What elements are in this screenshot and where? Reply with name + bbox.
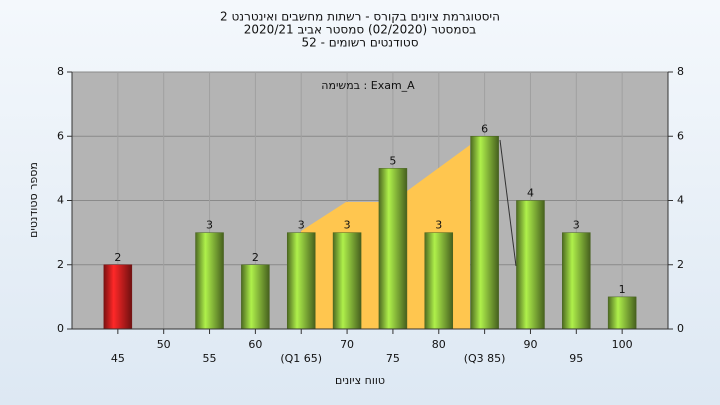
- annotation: במשימה : Exam_A: [321, 79, 415, 92]
- bar: [241, 264, 270, 330]
- chart-subtitle: בסמסטר (02/2020) סמסטר אביב 2020/21: [244, 23, 476, 37]
- value-label: 3: [573, 219, 580, 232]
- y-tick-label: 2: [57, 258, 64, 271]
- y-tick-label: 4: [57, 194, 64, 207]
- value-label: 5: [389, 154, 396, 167]
- bar: [378, 168, 408, 330]
- y2-tick-label: 8: [677, 65, 684, 78]
- chart-subtitle: סטודנטים רשומים - 52: [301, 36, 418, 50]
- value-label: 2: [252, 251, 259, 264]
- x-tick-label: 45: [111, 352, 125, 365]
- value-label: 1: [619, 283, 626, 296]
- value-label: 2: [114, 251, 121, 264]
- value-label: 4: [527, 187, 534, 200]
- y-tick-label: 0: [57, 322, 64, 335]
- y-axis-label: מספר סטודנטים: [27, 162, 40, 238]
- x-tick-label: 55: [203, 352, 217, 365]
- whisker: [499, 139, 517, 267]
- x-tick-label: 100: [612, 338, 633, 351]
- x-tick-label: (Q1 65): [280, 352, 322, 365]
- bar: [195, 232, 224, 330]
- y2-tick-label: 2: [677, 258, 684, 271]
- y2-tick-label: 4: [677, 194, 684, 207]
- chart-title: היסטוגרמת ציונים בקורס - רשתות מחשבים וא…: [220, 10, 500, 24]
- x-tick-label: 95: [569, 352, 583, 365]
- y2-tick-label: 6: [677, 129, 684, 142]
- value-label: 6: [481, 122, 488, 135]
- x-tick-label: 70: [340, 338, 354, 351]
- value-label: 3: [435, 219, 442, 232]
- x-tick-label: 60: [248, 338, 262, 351]
- value-label: 3: [206, 219, 213, 232]
- x-tick-label: 50: [157, 338, 171, 351]
- x-axis-label: טווח ציונים: [335, 374, 385, 387]
- bar: [562, 232, 591, 330]
- bar: [424, 232, 454, 330]
- bar: [607, 296, 637, 330]
- y-tick-label: 6: [57, 129, 64, 142]
- x-tick-label: (Q3 85): [464, 352, 506, 365]
- x-tick-label: 90: [523, 338, 537, 351]
- bar: [332, 232, 362, 330]
- bar: [470, 136, 499, 330]
- value-label: 3: [344, 219, 351, 232]
- value-label: 3: [298, 219, 305, 232]
- bar: [516, 200, 545, 330]
- bar: [286, 232, 316, 330]
- bar: [103, 264, 133, 330]
- y-tick-label: 8: [57, 65, 64, 78]
- y2-tick-label: 0: [677, 322, 684, 335]
- x-tick-label: 80: [432, 338, 446, 351]
- x-tick-label: 75: [386, 352, 400, 365]
